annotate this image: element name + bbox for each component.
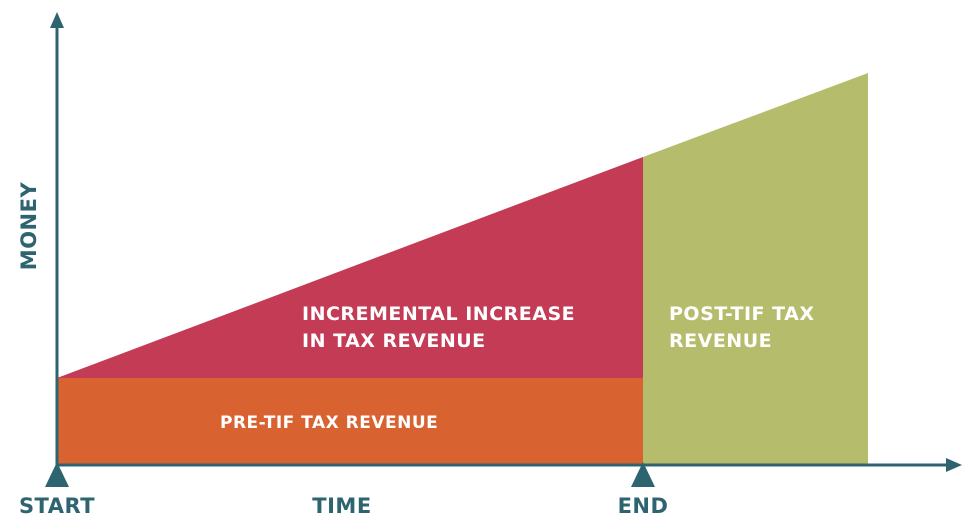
increment-label: INCREMENTAL INCREASE (302, 303, 575, 325)
x-axis-label: TIME (312, 494, 371, 518)
base-region (57, 378, 643, 465)
start-marker (45, 462, 69, 487)
end-marker (631, 462, 655, 487)
increment-region (57, 157, 643, 378)
base-label: PRE-TIF TAX REVENUE (220, 413, 438, 433)
y-axis-arrow (50, 12, 64, 28)
end-label: END (618, 494, 669, 518)
post-region (643, 73, 868, 465)
x-axis-arrow (946, 458, 962, 472)
post-label: POST-TIF TAX (669, 303, 815, 325)
y-axis-label: MONEY (17, 182, 41, 271)
post-label: REVENUE (669, 330, 772, 352)
start-label: START (19, 494, 95, 518)
increment-label: IN TAX REVENUE (302, 330, 486, 352)
